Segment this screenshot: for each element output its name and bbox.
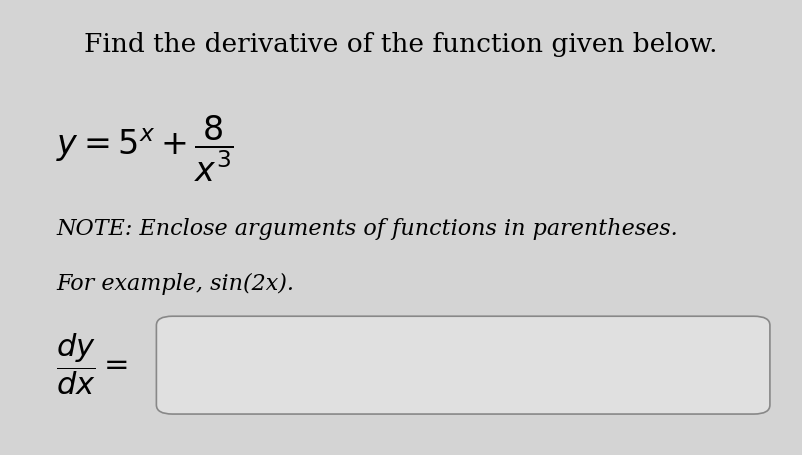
FancyBboxPatch shape	[156, 316, 770, 414]
Text: NOTE: Enclose arguments of functions in parentheses.: NOTE: Enclose arguments of functions in …	[56, 218, 678, 240]
Text: For example, sin(2x).: For example, sin(2x).	[56, 273, 294, 295]
Text: $\dfrac{dy}{dx} =$: $\dfrac{dy}{dx} =$	[56, 331, 128, 397]
Text: Find the derivative of the function given below.: Find the derivative of the function give…	[84, 32, 718, 57]
Text: $y = 5^x + \dfrac{8}{x^3}$: $y = 5^x + \dfrac{8}{x^3}$	[56, 114, 234, 184]
